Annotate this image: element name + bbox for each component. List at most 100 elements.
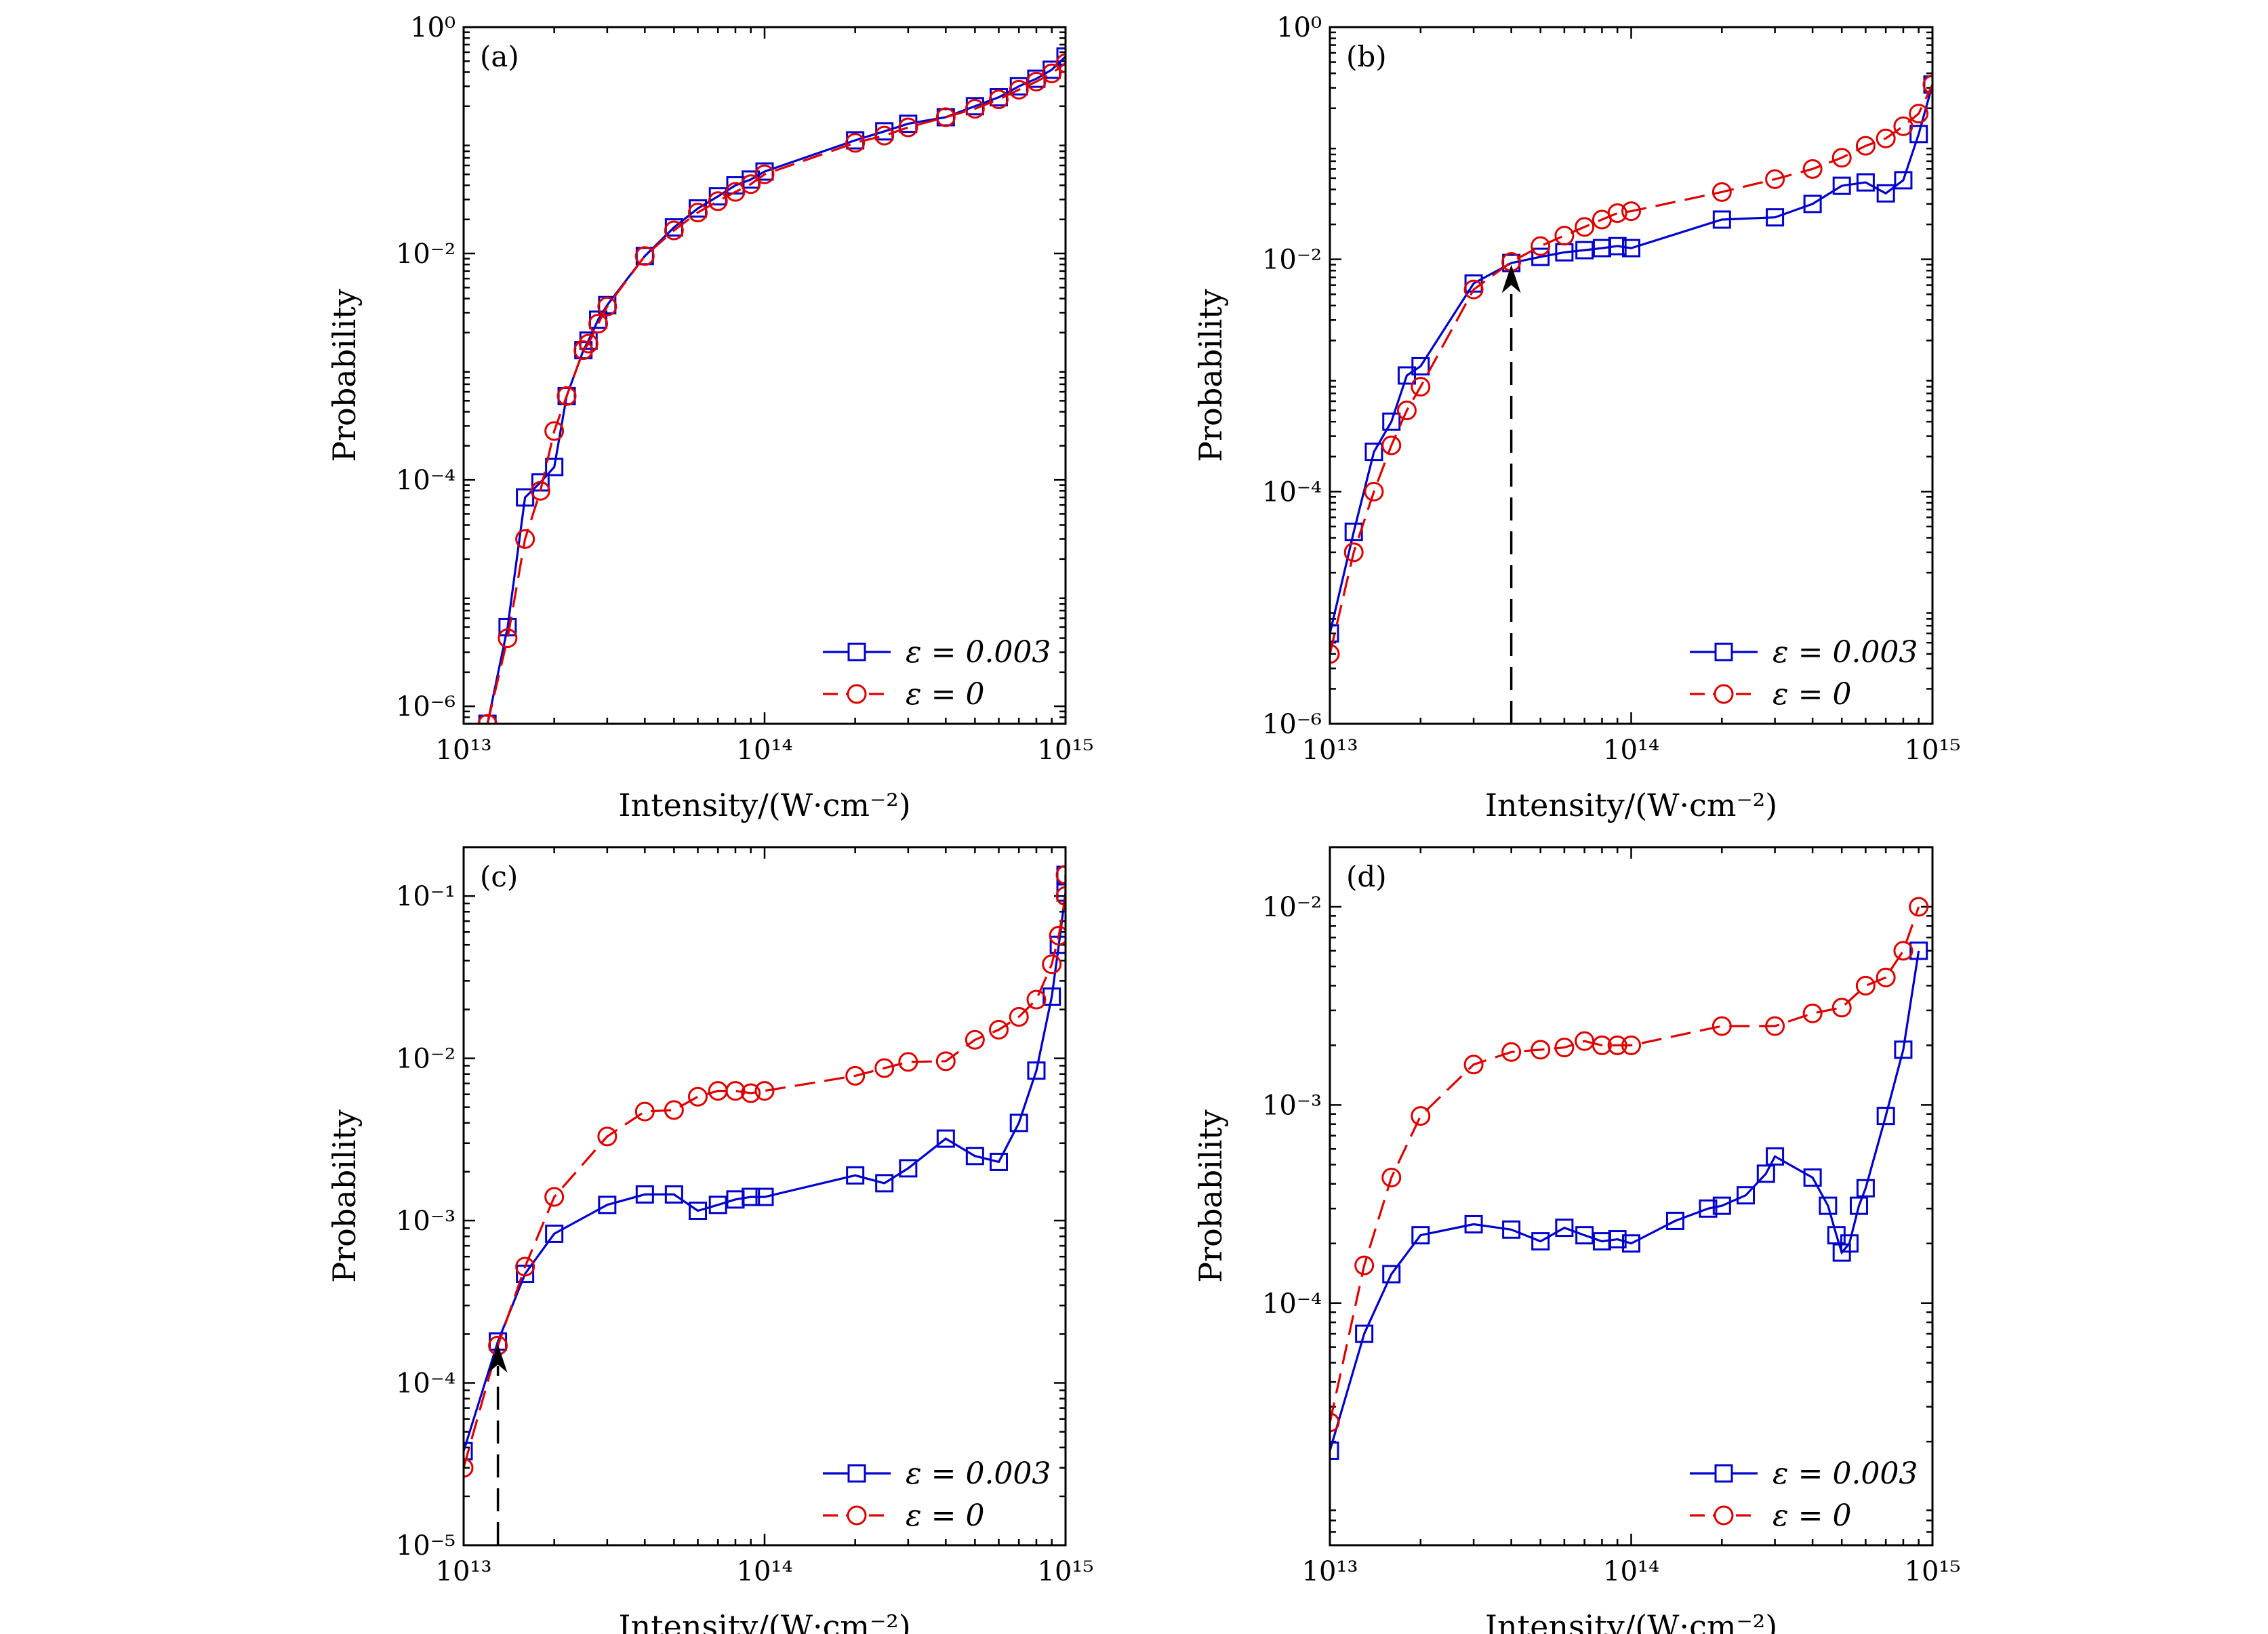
series-eps_0_003 <box>464 865 1066 1461</box>
circle-marker <box>1765 1016 1785 1036</box>
circle-marker <box>1607 203 1627 223</box>
square-marker <box>1766 208 1785 227</box>
circle-marker <box>988 1019 1009 1040</box>
circle-marker <box>898 117 918 138</box>
square-marker <box>1803 195 1822 213</box>
square-marker <box>1411 1226 1430 1245</box>
square-marker <box>1840 1234 1859 1253</box>
legend-circle-marker <box>847 1505 867 1526</box>
circle-marker <box>1411 1106 1431 1126</box>
square-marker <box>1712 1196 1731 1215</box>
square-marker <box>1027 1061 1046 1080</box>
legend-label: ε = 0.003 <box>1773 1456 1918 1491</box>
square-marker <box>1876 1107 1895 1126</box>
circle-marker <box>1396 401 1417 421</box>
circle-marker <box>464 1458 474 1478</box>
x-axis-label: Intensity/(W·cm⁻²) <box>1485 1608 1777 1634</box>
threshold-arrow <box>1501 264 1521 724</box>
circle-marker <box>1055 53 1066 73</box>
square-marker <box>846 1166 865 1185</box>
circle-marker <box>664 1100 684 1120</box>
circle-marker <box>1009 79 1029 100</box>
square-marker <box>1464 1214 1483 1233</box>
square-marker <box>1608 237 1627 256</box>
square-marker <box>598 1196 617 1214</box>
legend: ε = 0.003 ε = 0 <box>823 635 1051 712</box>
circle-marker <box>1009 1006 1029 1027</box>
panel-label: (b) <box>1346 40 1387 73</box>
circle-marker <box>1354 1255 1375 1275</box>
legend-square-marker <box>847 1464 866 1483</box>
circle-marker <box>935 1051 956 1071</box>
circle-marker <box>664 220 684 241</box>
x-axis-label: Intensity/(W·cm⁻²) <box>618 1608 910 1634</box>
circle-marker <box>1621 201 1641 222</box>
y-tick-label: 10⁰ <box>1276 12 1322 43</box>
square-marker <box>1575 241 1594 260</box>
circle-marker <box>1026 989 1047 1010</box>
circle-marker <box>741 174 761 195</box>
circle-marker <box>1330 644 1340 664</box>
y-tick-label: 10⁻¹ <box>396 881 455 912</box>
circle-marker <box>515 529 535 549</box>
circle-marker <box>965 1029 985 1050</box>
panel-d: 10¹³ 10¹⁴ 10¹⁵ 10⁻⁴ 10⁻³ 10⁻² (d) Intensity/(W·… <box>1192 846 1961 1634</box>
x-tick-label: 10¹³ <box>1302 1556 1358 1587</box>
circle-marker <box>1055 865 1066 885</box>
circle-marker <box>708 191 728 211</box>
circle-marker <box>1621 1035 1641 1055</box>
circle-marker <box>1463 1055 1484 1075</box>
x-tick-label: 10¹⁵ <box>1038 1556 1094 1587</box>
circle-marker <box>1049 926 1066 946</box>
panel-label: (a) <box>480 40 519 73</box>
circle-marker <box>988 89 1009 110</box>
series-eps_0_003 <box>1330 941 1928 1461</box>
square-marker <box>1699 1199 1718 1218</box>
x-tick-label: 10¹⁵ <box>1038 735 1094 766</box>
circle-marker <box>1712 1016 1732 1036</box>
square-marker <box>545 1224 564 1243</box>
x-tick-label: 10¹⁴ <box>1603 1556 1659 1587</box>
circle-marker <box>845 133 866 153</box>
panel-a: 10¹³ 10¹⁴ 10¹⁵ 10⁻⁶ 10⁻⁴ 10⁻² 10⁰ (a) Intensity/… <box>326 12 1093 823</box>
square-marker <box>1856 1179 1875 1198</box>
square-marker <box>1856 173 1875 192</box>
square-marker <box>464 1442 473 1461</box>
series-line <box>464 874 1066 1452</box>
circle-marker <box>477 714 498 724</box>
square-marker <box>1382 412 1401 431</box>
circle-marker <box>1893 116 1913 136</box>
circle-marker <box>1575 217 1595 237</box>
circle-marker <box>754 164 775 184</box>
series-eps_0 <box>464 865 1066 1478</box>
circle-marker <box>1712 182 1732 202</box>
x-axis-label: Intensity/(W·cm⁻²) <box>1485 787 1777 823</box>
square-marker <box>965 1147 984 1166</box>
square-marker <box>1555 1219 1574 1238</box>
panel-b: 10¹³ 10¹⁴ 10¹⁵ 10⁻⁶ 10⁻⁴ 10⁻² 10⁰ (b) Intensity/… <box>1192 12 1960 823</box>
circle-marker <box>1876 128 1896 148</box>
legend-circle-marker <box>1714 1505 1734 1526</box>
legend-square-marker <box>1714 1464 1733 1483</box>
circle-marker <box>1343 542 1364 563</box>
circle-marker <box>1855 136 1876 156</box>
x-tick-label: 10¹⁴ <box>1603 735 1659 766</box>
series-eps_0 <box>477 53 1066 724</box>
square-marker <box>1397 366 1416 385</box>
y-tick-label: 10⁻² <box>1262 892 1322 923</box>
x-tick-label: 10¹⁵ <box>1905 1556 1961 1587</box>
square-marker <box>1894 171 1913 190</box>
square-marker <box>1894 1040 1913 1059</box>
threshold-arrow <box>488 1344 508 1545</box>
square-marker <box>1531 247 1550 266</box>
square-marker <box>755 1187 774 1206</box>
circle-marker <box>1531 1040 1551 1060</box>
square-marker <box>1712 210 1731 229</box>
circle-marker <box>578 333 599 354</box>
y-axis-label: Probability <box>326 1109 363 1283</box>
square-marker <box>1364 443 1383 462</box>
panel-label: (c) <box>480 860 518 893</box>
circle-marker <box>544 1187 565 1207</box>
x-tick-label: 10¹³ <box>1302 735 1358 766</box>
